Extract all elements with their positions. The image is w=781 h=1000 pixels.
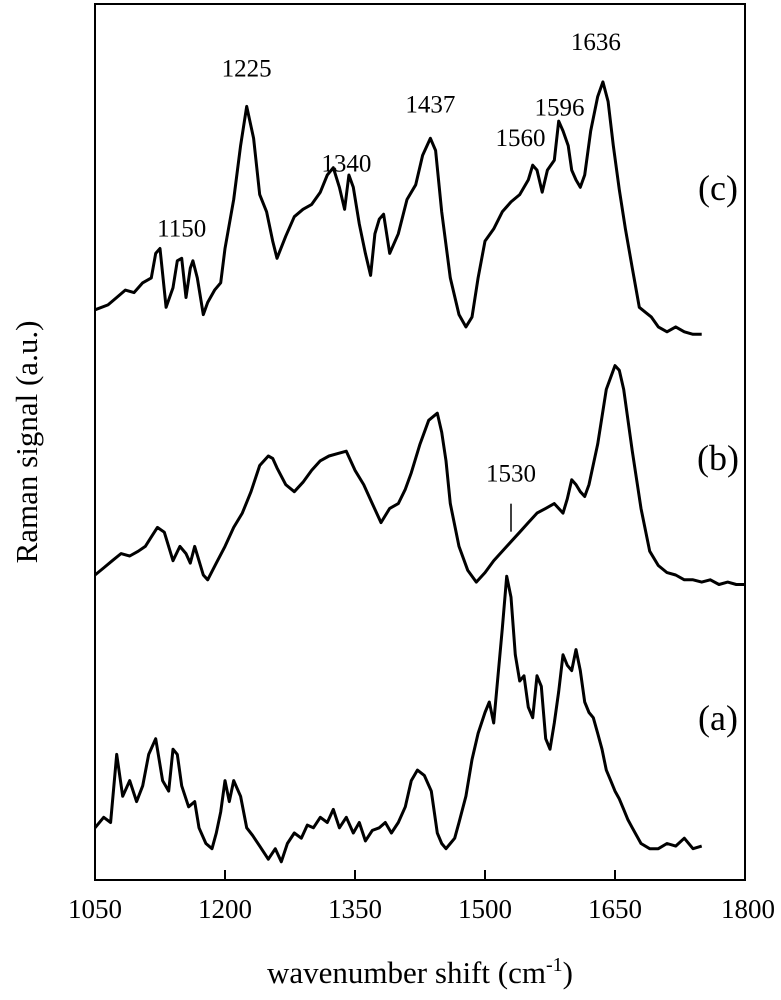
x-tick-label-1050: 1050 [68, 894, 122, 924]
series-label-c: (c) [698, 168, 738, 208]
series-labels: (c) (b) (a) [697, 168, 739, 738]
x-tick-label-1800: 1800 [721, 894, 775, 924]
spectra-group [93, 80, 745, 864]
peak-label-1596: 1596 [535, 95, 585, 122]
y-axis-title: Raman signal (a.u.) [9, 321, 44, 564]
x-axis-ticks: 1050 1200 1350 1500 1650 1800 [68, 870, 775, 924]
spectrum-line-c [94, 80, 702, 336]
peak-annotations: 1150 1225 1340 1437 1560 1596 1636 1530 [157, 29, 621, 532]
x-axis-title: wavenumber shift (cm-1) [267, 954, 573, 990]
spectrum-line-a [93, 574, 703, 864]
peak-label-1530: 1530 [486, 461, 536, 488]
series-label-a: (a) [698, 698, 738, 738]
peak-label-1340: 1340 [321, 151, 371, 178]
plot-frame [94, 3, 746, 881]
peak-label-1150: 1150 [157, 215, 206, 242]
series-label-b: (b) [697, 438, 739, 478]
peak-label-1636: 1636 [571, 29, 621, 56]
x-tick-label-1500: 1500 [458, 894, 512, 924]
x-tick-label-1350: 1350 [328, 894, 382, 924]
peak-label-1560: 1560 [496, 125, 546, 152]
peak-label-1225: 1225 [222, 55, 272, 82]
x-axis-title-superscript: -1 [546, 954, 563, 976]
x-tick-label-1650: 1650 [588, 894, 642, 924]
x-axis-title-main: wavenumber shift (cm [267, 955, 546, 990]
spectrum-line-b [94, 364, 745, 586]
x-axis-title-close: ) [563, 955, 573, 990]
x-tick-label-1200: 1200 [198, 894, 252, 924]
peak-label-1437: 1437 [405, 91, 455, 118]
